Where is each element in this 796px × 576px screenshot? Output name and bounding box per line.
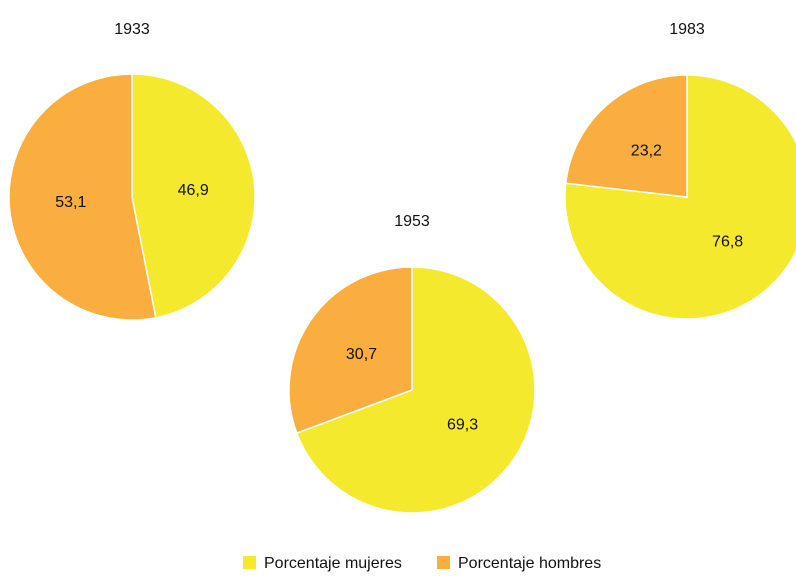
legend-swatch [243, 556, 256, 569]
pie-title: 1953 [394, 213, 430, 230]
legend-label: Porcentaje mujeres [264, 555, 402, 572]
slice-label: 53,1 [55, 194, 86, 211]
slice-label: 23,2 [631, 143, 662, 160]
slice-label: 69,3 [447, 416, 478, 433]
slice-label: 46,9 [178, 182, 209, 199]
slice-label: 30,7 [346, 346, 377, 363]
legend-label: Porcentaje hombres [458, 555, 601, 572]
pie-title: 1983 [669, 21, 705, 38]
pie-slice [288, 266, 413, 435]
pie-slice [564, 74, 688, 198]
pie-title: 1933 [114, 21, 150, 38]
pie-slice [131, 73, 256, 319]
pie-slice [295, 266, 536, 514]
legend-swatch [437, 556, 450, 569]
slice-label: 76,8 [712, 234, 743, 251]
pie-slice [8, 73, 157, 321]
